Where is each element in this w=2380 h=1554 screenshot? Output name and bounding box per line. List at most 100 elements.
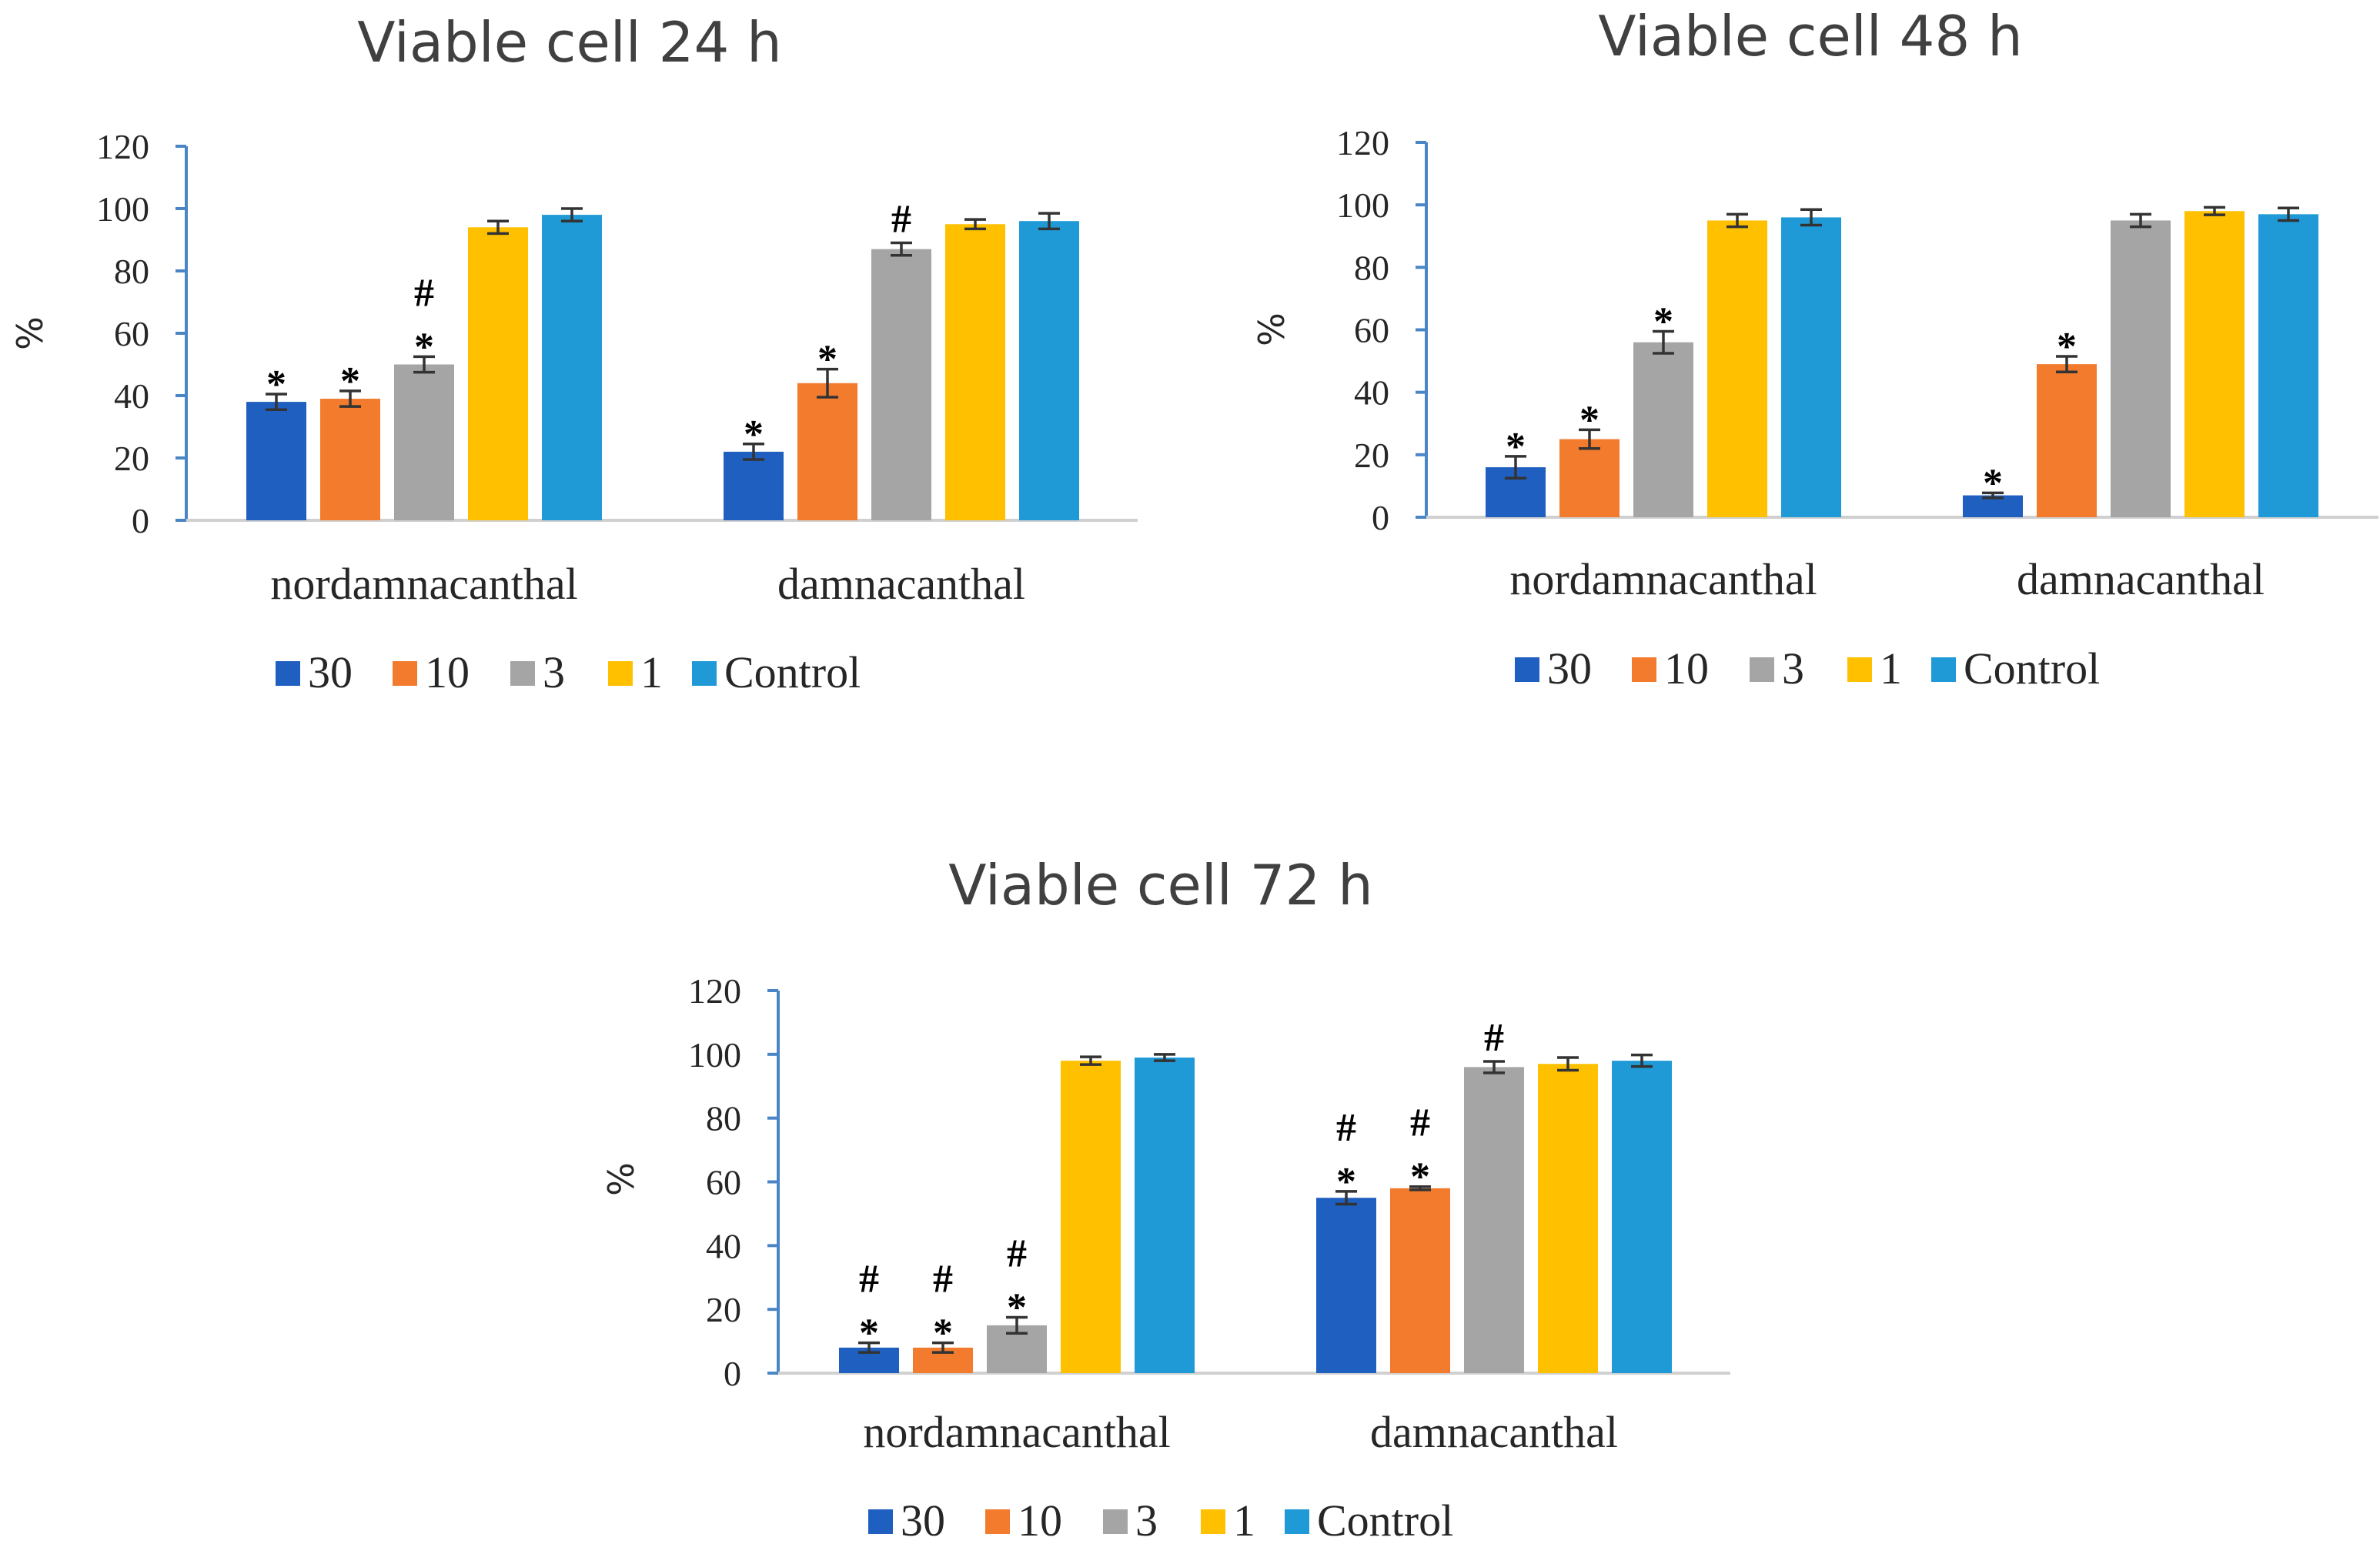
chart-48h: Viable cell 48 h% 0 20 40 60 80 100 120 * * * norda… <box>1251 4 2378 693</box>
bar <box>945 224 1005 520</box>
legend-label: 30 <box>308 647 353 697</box>
y-tick-label: 100 <box>96 189 149 229</box>
y-tick-label: 0 <box>1372 498 1389 537</box>
category-label: damnacanthal <box>2017 554 2265 604</box>
significance-hash: # <box>859 1258 879 1302</box>
y-tick-label: 40 <box>114 376 149 416</box>
chart-title: Viable cell 48 h <box>1598 4 2023 69</box>
legend-label: 1 <box>1233 1496 1255 1546</box>
legend-label: Control <box>1964 643 2100 693</box>
significance-star: * <box>817 338 837 382</box>
legend-label: 10 <box>1018 1496 1062 1546</box>
y-tick-label: 60 <box>1354 311 1389 350</box>
legend-swatch <box>985 1509 1010 1534</box>
y-tick-label: 80 <box>114 252 149 291</box>
bar <box>1135 1057 1195 1373</box>
legend-swatch <box>1931 657 1956 682</box>
y-axis-label: % <box>600 1162 642 1196</box>
significance-star: * <box>340 359 360 403</box>
chart-72h: Viable cell 72 h% 0 20 40 60 80 100 120 * # * # * # no… <box>600 853 1730 1546</box>
y-tick-label: 100 <box>1336 185 1389 225</box>
y-tick-label: 0 <box>724 1354 741 1393</box>
y-tick-label: 60 <box>114 314 149 353</box>
significance-hash: # <box>1484 1016 1504 1060</box>
bar <box>1633 342 1693 517</box>
bar <box>2037 364 2097 517</box>
bar <box>1538 1064 1598 1373</box>
legend-swatch <box>608 661 633 686</box>
y-tick-label: 40 <box>1354 373 1389 413</box>
legend-swatch <box>276 661 300 686</box>
legend-label: 1 <box>640 647 663 697</box>
significance-star: * <box>1410 1155 1430 1199</box>
y-tick-label: 0 <box>132 501 149 540</box>
y-tick-label: 80 <box>1354 248 1389 287</box>
significance-star: * <box>859 1312 879 1355</box>
bar <box>394 364 454 520</box>
category-label: damnacanthal <box>1370 1407 1618 1457</box>
significance-star: * <box>1983 461 2003 505</box>
bar <box>1559 439 1620 517</box>
bar <box>1464 1067 1524 1373</box>
bar <box>1612 1061 1672 1373</box>
category-label: nordamnacanthal <box>863 1407 1170 1457</box>
category-label: nordamnacanthal <box>1509 554 1817 604</box>
legend-swatch <box>393 661 417 686</box>
y-axis-label: % <box>9 316 51 350</box>
chart-title: Viable cell 24 h <box>357 10 782 75</box>
significance-star: * <box>744 413 764 456</box>
legend-label: Control <box>1317 1496 1453 1546</box>
bar <box>1390 1188 1450 1373</box>
legend-label: 1 <box>1880 643 1902 693</box>
legend-swatch <box>1285 1509 1309 1534</box>
significance-star: * <box>414 325 434 369</box>
bar <box>2111 220 2171 517</box>
bar <box>320 399 380 520</box>
bar <box>724 451 784 520</box>
significance-star: * <box>1653 300 1673 344</box>
bar <box>246 402 306 520</box>
significance-star: * <box>1336 1160 1356 1204</box>
bar <box>1707 220 1767 517</box>
legend-label: 30 <box>901 1496 945 1546</box>
significance-hash: # <box>933 1258 953 1302</box>
bar <box>542 215 602 520</box>
legend-swatch <box>510 661 535 686</box>
bar <box>2184 211 2245 517</box>
legend-swatch <box>692 661 717 686</box>
bar <box>871 249 931 520</box>
legend-label: 10 <box>1664 643 1709 693</box>
chart-title: Viable cell 72 h <box>948 853 1373 917</box>
significance-star: * <box>933 1312 953 1355</box>
legend-swatch <box>1515 657 1539 682</box>
category-label: nordamnacanthal <box>270 559 577 609</box>
legend-label: 3 <box>543 647 565 697</box>
y-tick-label: 40 <box>706 1226 741 1265</box>
y-tick-label: 20 <box>114 439 149 478</box>
bar <box>1061 1061 1121 1373</box>
bar <box>2258 214 2318 517</box>
significance-hash: # <box>1007 1232 1027 1276</box>
significance-star: * <box>2057 325 2077 369</box>
bar <box>1781 217 1841 517</box>
y-tick-label: 20 <box>706 1290 741 1329</box>
legend-swatch <box>1632 657 1656 682</box>
y-tick-label: 120 <box>1336 123 1389 162</box>
y-tick-label: 80 <box>706 1099 741 1138</box>
y-tick-label: 100 <box>688 1035 741 1074</box>
y-axis-label: % <box>1251 312 1292 346</box>
significance-star: * <box>1579 398 1599 442</box>
significance-hash: # <box>414 271 434 315</box>
chart-24h: Viable cell 24 h% 0 20 40 60 80 100 120 * * * # nord… <box>9 10 1138 697</box>
legend-label: 30 <box>1547 643 1592 693</box>
legend-swatch <box>868 1509 893 1534</box>
significance-hash: # <box>891 198 911 242</box>
legend-swatch <box>1847 657 1872 682</box>
y-tick-label: 20 <box>1354 436 1389 475</box>
bar <box>1316 1198 1376 1373</box>
category-label: damnacanthal <box>777 559 1025 609</box>
significance-star: * <box>1007 1286 1027 1330</box>
legend-swatch <box>1103 1509 1128 1534</box>
bar <box>797 383 857 520</box>
